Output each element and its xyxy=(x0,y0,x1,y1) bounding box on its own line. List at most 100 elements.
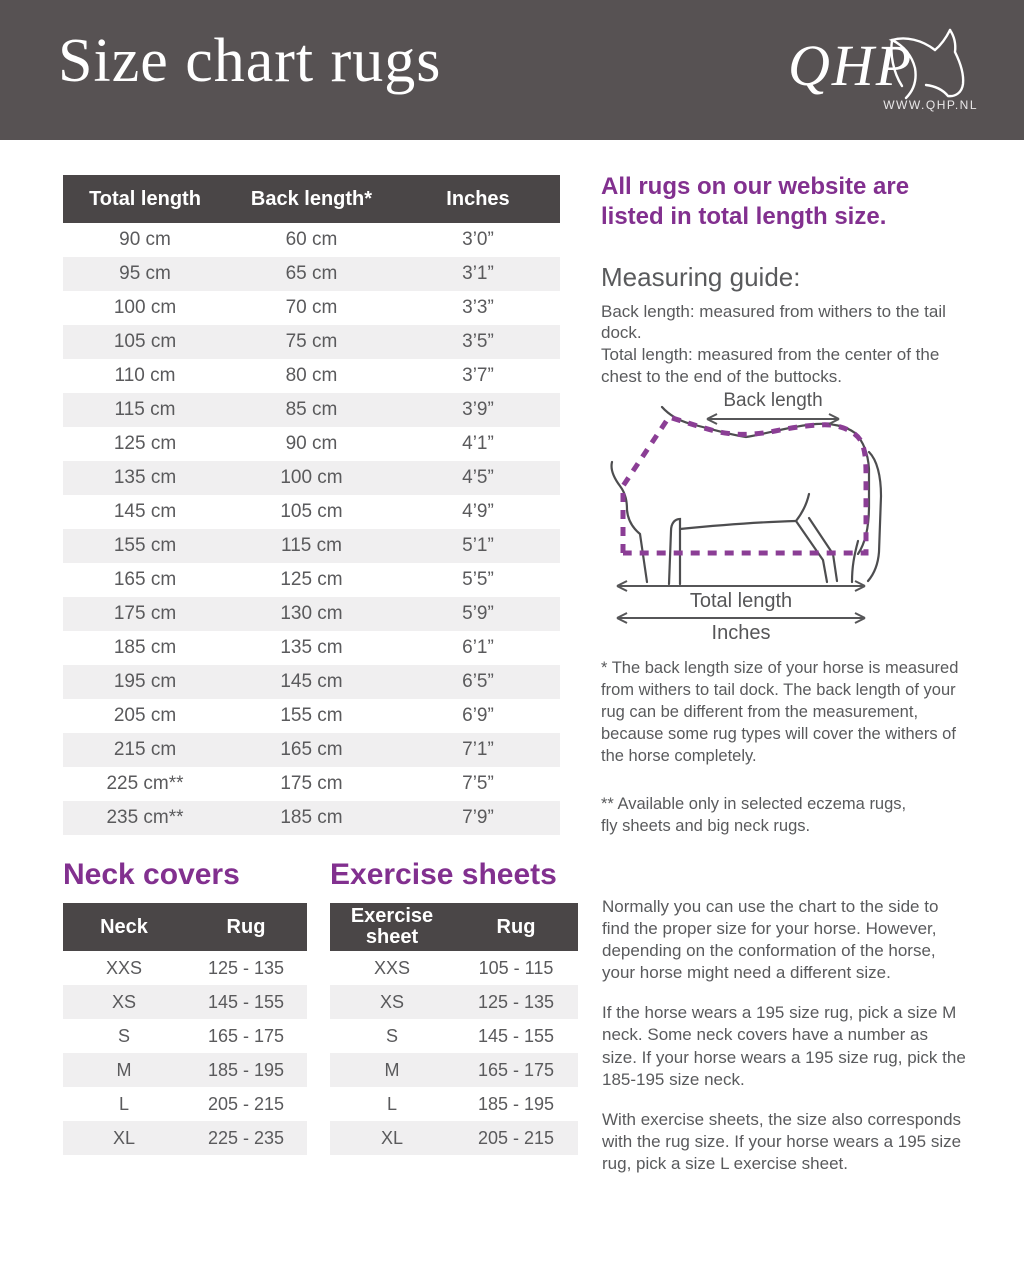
column-header-rug: Rug xyxy=(185,903,307,951)
table-cell: 175 cm xyxy=(63,597,227,631)
table-cell: 175 cm xyxy=(280,773,343,794)
inches-label: Inches xyxy=(712,622,771,644)
table-cell: 225 cm** xyxy=(106,773,184,794)
table-cell: 115 cm xyxy=(63,393,227,427)
table-cell: XS xyxy=(63,985,185,1019)
header-band: Size chart rugs QHP WWW.QHP.NL xyxy=(0,0,1024,140)
table-cell: 3’9” xyxy=(395,393,560,427)
table-row: M 165 - 175 xyxy=(330,1053,578,1087)
table-cell: 185 cm xyxy=(113,637,177,658)
table-row: 215 cm 165 cm 7’1” xyxy=(63,733,560,767)
table-cell: 3’7” xyxy=(462,365,494,386)
table-row: XL 205 - 215 xyxy=(330,1121,578,1155)
table-cell: 185 - 195 xyxy=(185,1053,307,1087)
horse-measuring-diagram: Back length Total length Inches xyxy=(610,390,883,644)
measuring-guide-text: Back length: measured from withers to th… xyxy=(601,301,946,386)
table-cell: L xyxy=(386,1093,397,1114)
table-cell: 90 cm xyxy=(285,433,338,454)
table-row: 175 cm 130 cm 5’9” xyxy=(63,597,560,631)
table-cell: S xyxy=(117,1025,130,1046)
table-cell: 70 cm xyxy=(285,297,338,318)
table-row: XS 145 - 155 xyxy=(63,985,307,1019)
table-cell: 135 cm xyxy=(280,637,343,658)
table-cell: XXS xyxy=(105,957,143,978)
table-row: 185 cm 135 cm 6’1” xyxy=(63,631,560,665)
table-cell: 165 cm xyxy=(227,733,396,767)
rug-size-table-head: Total length Back length* Inches xyxy=(63,175,560,223)
table-cell: M xyxy=(63,1053,185,1087)
table-cell: 100 cm xyxy=(227,461,396,495)
table-cell: 7’1” xyxy=(395,733,560,767)
intro-heading: All rugs on our website are listed in to… xyxy=(601,173,910,230)
table-cell: 155 cm xyxy=(63,529,227,563)
table-cell: 185 cm xyxy=(227,801,396,835)
exercise-sheets-table-body: XXS 105 - 115 XS 125 - 135 S 145 - 155 M 165 - … xyxy=(330,951,578,1155)
footnotes: * The back length size of your horse is … xyxy=(601,658,967,838)
table-row: 195 cm 145 cm 6’5” xyxy=(63,665,560,699)
column-header-back-length: Back length* xyxy=(227,175,396,223)
table-row: 145 cm 105 cm 4’9” xyxy=(63,495,560,529)
table-row: 115 cm 85 cm 3’9” xyxy=(63,393,560,427)
table-cell: 7’9” xyxy=(395,801,560,835)
table-cell: 125 cm xyxy=(113,433,177,454)
qhp-logo-url: WWW.QHP.NL xyxy=(883,98,978,112)
table-cell: 205 cm xyxy=(113,705,177,726)
table-cell: 105 cm xyxy=(63,325,227,359)
measuring-guide-heading: Measuring guide: xyxy=(601,261,801,292)
sizing-advice: Normally you can use the chart to the si… xyxy=(602,896,966,1175)
neck-covers-table: Neck Rug XXS 125 - 135 XS 145 - 155 S 165 - 1… xyxy=(63,903,307,1155)
table-cell: 80 cm xyxy=(285,365,338,386)
table-cell: 5’1” xyxy=(395,529,560,563)
table-row: 90 cm 60 cm 3’0” xyxy=(63,223,560,257)
table-row: 205 cm 155 cm 6’9” xyxy=(63,699,560,733)
table-cell: 5’5” xyxy=(462,569,494,590)
table-cell: 155 cm xyxy=(280,705,343,726)
table-row: 225 cm** 175 cm 7’5” xyxy=(63,767,560,801)
rug-size-table-body: 90 cm 60 cm 3’0” 95 cm 65 cm 3’1” 100 cm 70 cm 3… xyxy=(63,223,560,835)
table-cell: 145 - 155 xyxy=(477,1025,555,1046)
table-cell: 185 - 195 xyxy=(477,1093,555,1114)
table-cell: 6’1” xyxy=(462,637,494,658)
table-row: 105 cm 75 cm 3’5” xyxy=(63,325,560,359)
rug-size-table: Total length Back length* Inches 90 cm 60… xyxy=(63,175,560,835)
table-cell: 4’9” xyxy=(462,501,494,522)
advice-paragraph-general: Normally you can use the chart to the si… xyxy=(602,897,939,983)
table-cell: 85 cm xyxy=(227,393,396,427)
table-cell: 125 - 135 xyxy=(454,985,578,1019)
table-row: L 185 - 195 xyxy=(330,1087,578,1121)
table-row: 165 cm 125 cm 5’5” xyxy=(63,563,560,597)
table-row: XS 125 - 135 xyxy=(330,985,578,1019)
column-header-total-length: Total length xyxy=(63,175,227,223)
table-cell: XL xyxy=(63,1121,185,1155)
exercise-sheets-table-head: Exercise sheet Rug xyxy=(330,903,578,951)
table-row: 125 cm 90 cm 4’1” xyxy=(63,427,560,461)
table-cell: 95 cm xyxy=(63,257,227,291)
table-cell: 145 cm xyxy=(227,665,396,699)
table-row: 100 cm 70 cm 3’3” xyxy=(63,291,560,325)
table-cell: 3’3” xyxy=(462,297,494,318)
table-cell: 225 - 235 xyxy=(185,1121,307,1155)
table-cell: 215 cm xyxy=(63,733,227,767)
table-cell: 115 cm xyxy=(227,529,396,563)
table-row: L 205 - 215 xyxy=(63,1087,307,1121)
table-cell: 165 cm xyxy=(113,569,177,590)
table-cell: 60 cm xyxy=(285,229,338,250)
table-row: XXS 125 - 135 xyxy=(63,951,307,985)
table-cell: 4’1” xyxy=(462,433,494,454)
table-cell: L xyxy=(118,1093,129,1114)
page-title: Size chart rugs xyxy=(58,27,442,95)
qhp-logo: QHP WWW.QHP.NL xyxy=(788,22,984,122)
table-row: S 145 - 155 xyxy=(330,1019,578,1053)
horse-head-icon xyxy=(888,28,965,100)
table-cell: 105 cm xyxy=(280,501,343,522)
neck-covers-heading: Neck covers xyxy=(63,858,240,891)
table-cell: 165 - 175 xyxy=(454,1053,578,1087)
table-cell: 90 cm xyxy=(119,229,171,250)
footnote-availability: ** Available only in selected eczema rug… xyxy=(601,794,907,835)
table-cell: 3’5” xyxy=(395,325,560,359)
column-header-exercise-sheet: Exercise sheet xyxy=(330,903,454,951)
table-cell: 205 - 215 xyxy=(207,1093,285,1114)
exercise-sheets-heading: Exercise sheets xyxy=(330,858,557,891)
table-cell: 7’5” xyxy=(462,773,494,794)
